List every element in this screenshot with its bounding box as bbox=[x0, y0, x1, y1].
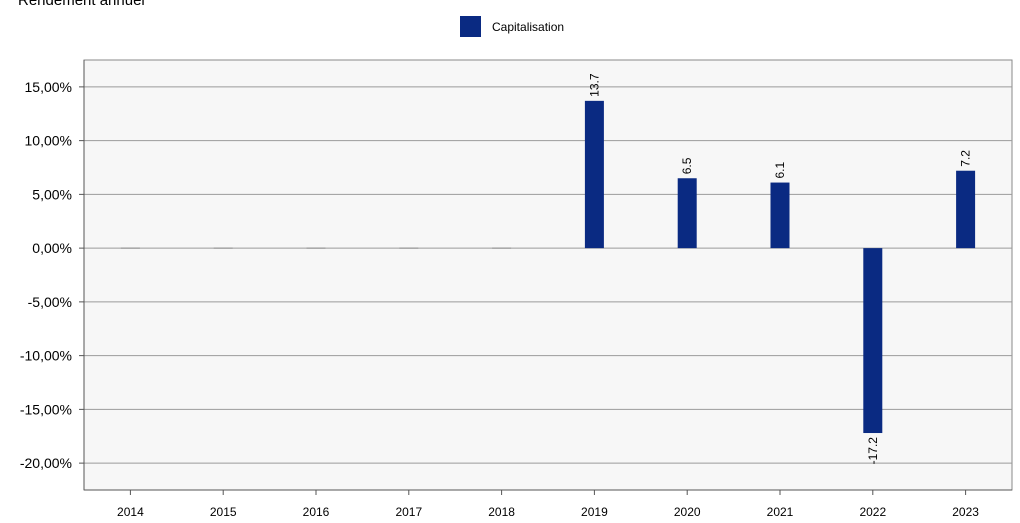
x-tick-label: 2015 bbox=[210, 505, 237, 519]
chart-title: Rendement annuel bbox=[18, 0, 145, 9]
data-label-2020: 6.5 bbox=[680, 157, 694, 174]
x-tick-label: 2022 bbox=[859, 505, 886, 519]
data-labels: 13.7 6.5 6.1 -17.2 7.2 bbox=[587, 73, 972, 464]
bar-2019 bbox=[584, 100, 604, 249]
x-tick-label: 2020 bbox=[674, 505, 701, 519]
bar-2017 bbox=[399, 247, 419, 249]
y-tick-label: -20,00% bbox=[20, 455, 72, 471]
grid-lines bbox=[84, 86, 1012, 464]
y-tick-label: -5,00% bbox=[28, 294, 72, 310]
legend-swatch-capitalisation bbox=[460, 16, 481, 37]
data-label-2021: 6.1 bbox=[773, 162, 787, 179]
x-tick-label: 2018 bbox=[488, 505, 515, 519]
bar-2014 bbox=[120, 247, 140, 249]
data-label-2023: 7.2 bbox=[959, 150, 973, 167]
data-label-2022: -17.2 bbox=[866, 437, 880, 465]
y-tick-label: -10,00% bbox=[20, 348, 72, 364]
bar-2015 bbox=[213, 247, 233, 249]
bar-2022 bbox=[863, 248, 883, 434]
bar-2016 bbox=[306, 247, 326, 249]
y-tick-label: 5,00% bbox=[32, 186, 72, 202]
bar-2018 bbox=[492, 247, 512, 249]
bars bbox=[120, 100, 976, 434]
y-tick-label: -15,00% bbox=[20, 401, 72, 417]
y-tick-label: 0,00% bbox=[32, 240, 72, 256]
x-tick-label: 2019 bbox=[581, 505, 608, 519]
bar-2020 bbox=[677, 178, 697, 249]
x-tick-label: 2021 bbox=[767, 505, 794, 519]
x-tick-label: 2023 bbox=[952, 505, 979, 519]
legend: Capitalisation bbox=[460, 16, 564, 37]
bar-2023 bbox=[956, 170, 976, 249]
x-axis: 2014 2015 2016 2017 2018 2019 2020 2021 2022 2023 bbox=[84, 489, 1012, 519]
bar-2021 bbox=[770, 182, 790, 249]
y-tick-label: 10,00% bbox=[25, 133, 72, 149]
legend-label-capitalisation: Capitalisation bbox=[492, 20, 564, 34]
y-axis: 15,00% 10,00% 5,00% 0,00% -5,00% -10,00% -15,0… bbox=[20, 60, 85, 490]
x-tick-label: 2016 bbox=[303, 505, 330, 519]
data-label-2019: 13.7 bbox=[587, 73, 601, 97]
x-tick-label: 2014 bbox=[117, 505, 144, 519]
x-tick-label: 2017 bbox=[395, 505, 422, 519]
y-tick-label: 15,00% bbox=[25, 79, 72, 95]
plot-area bbox=[83, 59, 1013, 491]
